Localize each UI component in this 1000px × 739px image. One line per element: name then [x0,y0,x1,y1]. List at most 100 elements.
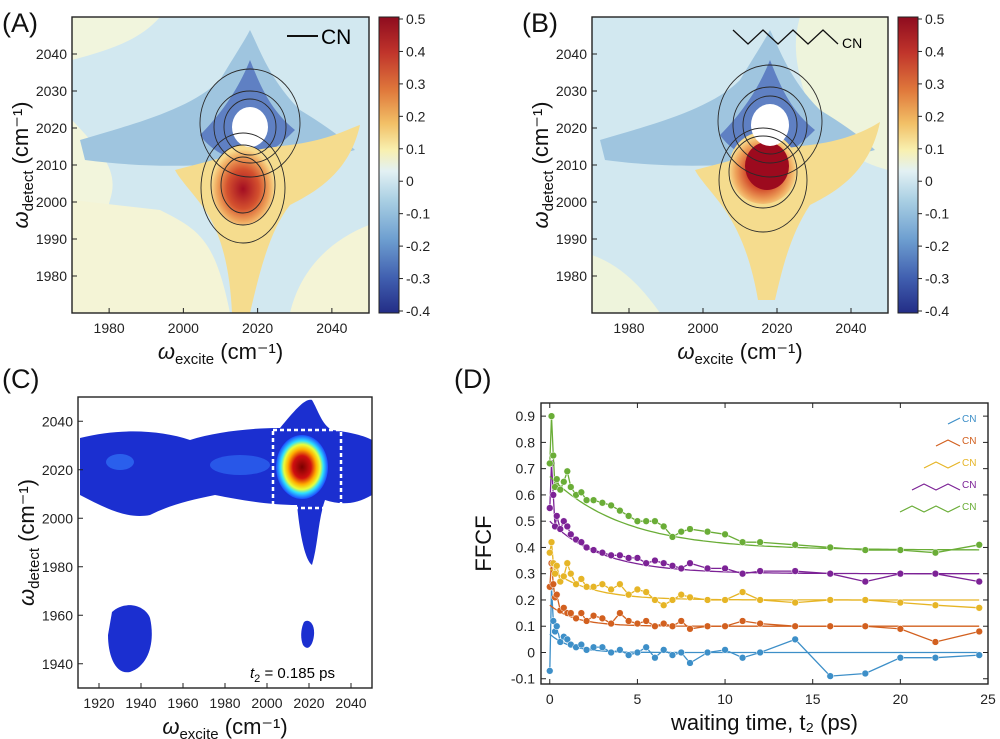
y-tick-label: 2020 [556,120,587,136]
y-tick-label: 0.1 [516,618,536,634]
y-tick-label: 2000 [36,194,67,210]
y-tick-label: 2040 [42,413,73,429]
series-point [642,643,650,651]
series-point [677,591,685,599]
series-data-line [549,542,980,609]
series-point [633,585,642,594]
series-point [633,648,642,657]
panel-d-label: (D) [454,364,491,394]
panel-b-molecule-chain [732,29,839,45]
panel-a-low-region-3 [290,225,369,313]
series-point [567,570,575,578]
legend-chain [923,461,961,469]
series-point [549,617,557,625]
colorbar-tick-label: 0.5 [406,11,426,27]
series-point [556,638,564,646]
series-point [651,596,659,604]
series-point [975,604,983,612]
colorbar-tick-label: 0.5 [925,11,945,27]
panel-c-band-highlight-1 [106,454,134,470]
series-point [546,459,554,468]
series-point [721,622,729,630]
series-point [756,538,764,546]
y-tick-label: 1940 [42,656,73,672]
series-point [826,543,834,552]
series-point [549,580,557,588]
series-point [677,617,685,625]
series-point [624,512,633,520]
series-point [577,640,585,649]
panel-a-low-region-2 [72,200,230,313]
panel-a-molecule-label: CN [321,26,351,49]
x-tick-label: 2000 [168,320,199,336]
series-point [791,541,799,549]
series-fit-line [549,476,980,551]
x-axis-label-unit: (cm⁻¹) [214,339,283,364]
x-tick-label: 1960 [167,695,198,711]
series-point [703,564,712,573]
series-point [607,648,615,657]
colorbar-tick-label: 0.1 [925,141,945,157]
y-tick-label: 0.4 [516,539,536,555]
panel-c-annotation: t2 = 0.185 ps [250,665,335,685]
series-point [567,609,575,617]
series-point [677,528,685,536]
series-point [642,559,650,567]
series-point [553,475,561,483]
series-point [577,538,585,546]
y-tick-label: 0.7 [516,461,536,477]
panel-c-main-peak [276,435,328,499]
legend-chain [947,417,961,425]
series-point [686,559,694,567]
colorbar-tick-label: -0.1 [406,206,430,222]
series-point [791,622,799,630]
colorbar-tick-label: -0.2 [925,238,949,254]
series-point [572,580,580,588]
colorbar-tick-label: 0 [925,173,933,189]
series-point [598,614,607,622]
series-point [660,559,668,567]
series-point [975,541,983,549]
y-tick-label: 2030 [556,83,587,99]
series-fit-line [549,520,980,575]
series-point [633,619,642,628]
series-point [560,517,568,525]
x-axis-label-unit: (cm⁻¹) [219,714,288,739]
panel-a-heatmap [72,17,369,313]
x-tick-label: 2000 [251,695,282,711]
series-point [589,583,598,591]
x-tick-label: 2020 [242,320,273,336]
series-point [624,554,633,562]
x-tick-label: 1940 [125,695,156,711]
legend-chain [899,505,961,513]
y-tick-label: 0.5 [516,513,536,529]
series-point [931,638,940,646]
x-axis-label-subscript: excite [694,351,733,368]
series-point [563,467,571,475]
colorbar-tick-label: 0.4 [925,43,945,59]
colorbar-tick-label: 0.2 [406,108,426,124]
panel-d: (D) 0 5 10 15 20 25 -0.1 0 0.1 0.2 0.3 0.4 0.5 0.6 0.7… [454,364,996,735]
series-point [896,654,905,662]
series-point [756,619,764,628]
series-point [582,646,591,654]
x-axis-label: ωexcite (cm⁻¹) [162,714,287,739]
panel-d-axes: 0 5 10 15 20 25 -0.1 0 0.1 0.2 0.3 0.4 0.5 0.6 0.7 0.8 0… [471,403,996,735]
colorbar-tick-label: 0.1 [406,141,426,157]
y-tick-label: 1960 [42,607,73,623]
panel-c-label: (C) [2,364,39,394]
series-point [931,570,940,578]
series-point [703,648,712,657]
series-point [582,617,591,625]
y-tick-label: 1990 [36,231,67,247]
panel-b-colorbar-ticks: 0.5 0.4 0.3 0.2 0.1 0 -0.1 -0.2 -0.3 -0.4 [918,11,949,319]
panel-c-band-highlight-2 [210,455,270,475]
series-point [826,596,834,604]
x-tick-label: 2020 [761,320,792,336]
colorbar-tick-label: 0 [406,173,414,189]
series-point [577,575,585,583]
series-point [633,554,642,562]
series-point [721,564,729,573]
series-point [598,580,607,588]
